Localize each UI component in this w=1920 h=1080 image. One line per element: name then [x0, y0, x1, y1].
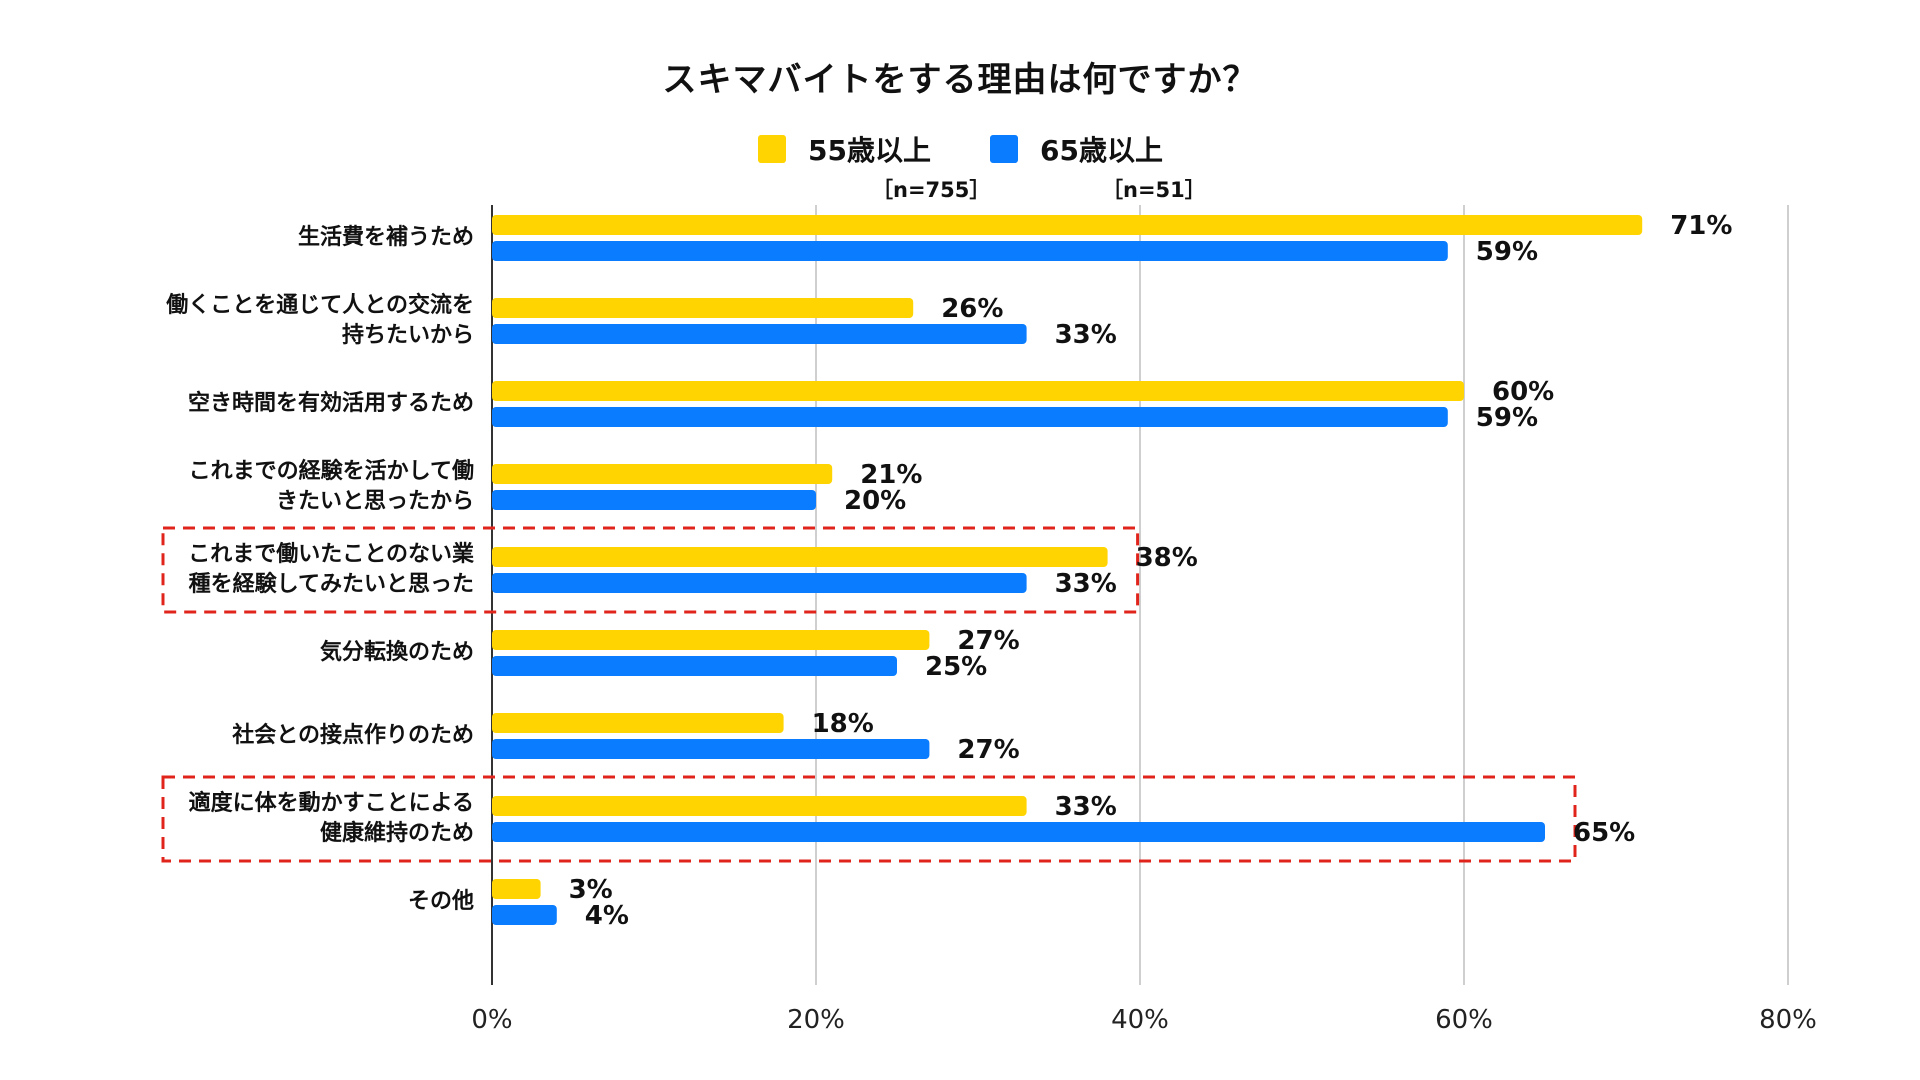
bar-55: [492, 713, 784, 733]
bar-55: [492, 547, 1108, 567]
category-label: その他: [407, 889, 474, 914]
value-label-55: 3%: [569, 875, 613, 905]
value-label-55: 18%: [812, 709, 874, 739]
category-label: 気分転換のため: [319, 640, 474, 665]
value-label-55: 26%: [941, 294, 1003, 324]
value-label-55: 71%: [1670, 211, 1732, 241]
legend-item-65: 65歳以上: [990, 132, 1163, 167]
chart-title: スキマバイトをする理由は何ですか？: [662, 60, 1258, 100]
bar-55: [492, 381, 1464, 401]
value-label-55: 60%: [1492, 377, 1554, 407]
bar-65: [492, 573, 1027, 593]
value-label-65: 59%: [1476, 403, 1538, 433]
category-label: 生活費を補うため: [297, 225, 474, 250]
legend-n-55: ［n=755］: [872, 178, 991, 202]
value-label-65: 27%: [957, 735, 1019, 765]
highlight-box: [161, 526, 1140, 614]
bar-65: [492, 324, 1027, 344]
value-label-55: 27%: [957, 626, 1019, 656]
value-label-55: 38%: [1136, 543, 1198, 573]
bar-65: [492, 656, 897, 676]
bar-65: [492, 905, 557, 925]
value-label-65: 25%: [925, 652, 987, 682]
bar-65: [492, 822, 1545, 842]
bar-65: [492, 490, 816, 510]
category-label: これまでの経験を活かして働 きたいと思ったから: [188, 459, 474, 514]
bar-65: [492, 241, 1448, 261]
bar-65: [492, 407, 1448, 427]
x-tick-label: 60%: [1435, 1005, 1493, 1035]
legend-label-55: 55歳以上: [808, 134, 931, 167]
x-tick-label: 20%: [787, 1005, 845, 1035]
legend-n-65: ［n=51］: [1102, 178, 1206, 202]
highlight-box: [161, 775, 1577, 863]
value-label-55: 21%: [860, 460, 922, 490]
value-label-65: 33%: [1055, 569, 1117, 599]
category-label: 空き時間を有効活用するため: [187, 391, 474, 416]
bar-55: [492, 464, 833, 484]
category-label: 社会との接点作りのため: [232, 723, 474, 748]
value-label-65: 33%: [1055, 320, 1117, 350]
category-label: 働くことを通じて人との交流を 持ちたいから: [166, 293, 474, 348]
legend-item-55: 55歳以上: [758, 132, 931, 167]
bar-55: [492, 215, 1643, 235]
value-label-65: 59%: [1476, 237, 1538, 267]
value-label-65: 4%: [585, 901, 629, 931]
value-label-55: 33%: [1055, 792, 1117, 822]
bar-55: [492, 630, 930, 650]
x-tick-label: 80%: [1759, 1005, 1817, 1035]
value-label-65: 20%: [844, 486, 906, 516]
bar-65: [492, 739, 930, 759]
bar-55: [492, 879, 541, 899]
bar-55: [492, 298, 914, 318]
x-tick-label: 40%: [1111, 1005, 1169, 1035]
category-label: これまで働いたことのない業 種を経験してみたいと思った: [188, 542, 474, 597]
legend-swatch-65: [990, 135, 1018, 163]
category-label: 適度に体を動かすことによる 健康維持のため: [188, 791, 474, 846]
bar-55: [492, 796, 1027, 816]
legend-swatch-55: [758, 135, 786, 163]
value-label-65: 65%: [1573, 818, 1635, 848]
legend-label-65: 65歳以上: [1040, 134, 1163, 167]
x-tick-label: 0%: [471, 1005, 512, 1035]
